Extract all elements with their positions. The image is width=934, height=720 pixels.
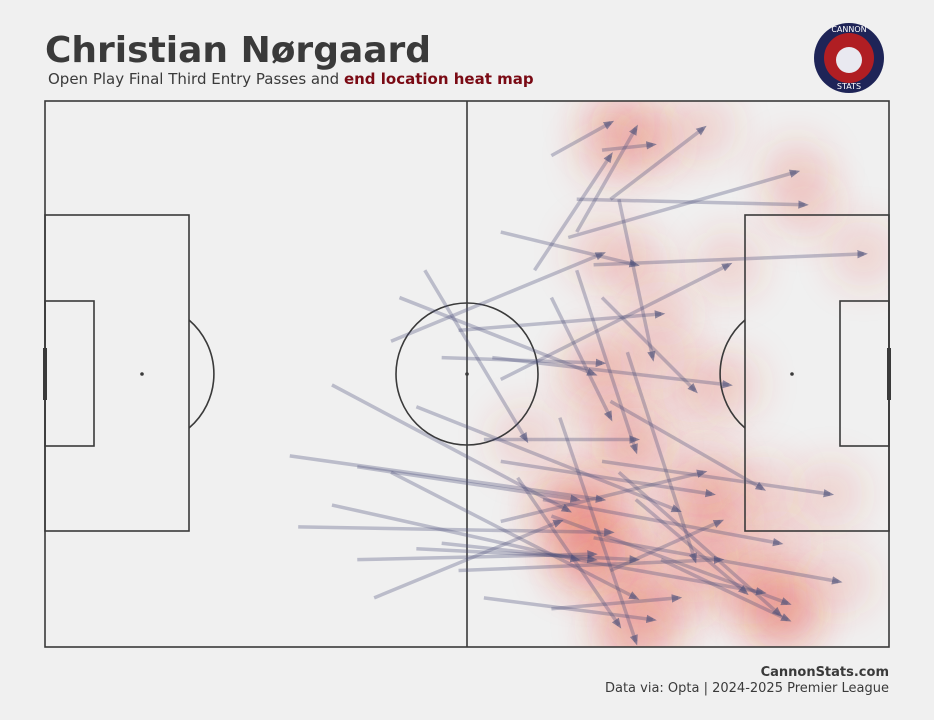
pass-arrow (549, 296, 613, 422)
pass-arrow (499, 262, 733, 382)
pass-arrow (331, 503, 581, 563)
pass-arrow (542, 497, 784, 547)
pass-arrow (492, 355, 733, 389)
pass-arrow (516, 476, 622, 629)
pass-arrow (441, 355, 607, 368)
pass-arrow (415, 405, 682, 513)
footer-source: Data via: Opta | 2024-2025 Premier Leagu… (605, 681, 889, 696)
pass-arrow (601, 141, 657, 152)
pass-arrow (500, 469, 708, 524)
pass-arrow (500, 459, 716, 498)
pass-arrow (533, 152, 613, 272)
pass-arrow (576, 197, 809, 209)
passes (289, 120, 868, 646)
footer-site: CannonStats.com (761, 665, 889, 680)
pass-arrow (416, 546, 640, 564)
pass-arrow (593, 536, 843, 585)
pass-arrow (660, 558, 792, 622)
pass-arrow (609, 519, 725, 573)
pass-arrow (625, 351, 697, 564)
pass-arrow (617, 470, 783, 618)
pass-arrow (458, 310, 666, 333)
pass-arrow (600, 296, 698, 394)
chart-title: Christian Nørgaard (45, 30, 431, 71)
pitch (43, 100, 891, 648)
pass-arrow (601, 459, 835, 498)
logo-top: CANNON (831, 25, 866, 34)
pass-arrow (575, 124, 638, 233)
pass-arrow (609, 399, 767, 491)
pass-arrow (558, 417, 638, 646)
subtitle-text: Open Play Final Third Entry Passes and (48, 70, 339, 88)
pass-arrow (550, 120, 615, 158)
pass-arrow (567, 169, 801, 240)
pass-arrow (551, 594, 683, 611)
pass-arrow (593, 249, 868, 267)
pass-arrow (423, 269, 529, 444)
subtitle-highlight: end location heat map (344, 70, 534, 88)
pass-arrow (357, 465, 581, 503)
logo: CANNON STATS (814, 23, 884, 93)
pass-arrow (441, 541, 598, 564)
subtitle: Open Play Final Third Entry Passes and e… (48, 70, 534, 88)
pass-arrow (609, 125, 707, 201)
pass-arrow (483, 596, 657, 624)
pass-arrow (390, 252, 606, 343)
pass-arrow (398, 295, 598, 376)
pass-arrow (373, 519, 564, 600)
pass-arrow (298, 525, 615, 537)
pass-arrow (500, 230, 640, 268)
logo-bottom: STATS (837, 82, 861, 91)
pass-arrow (458, 555, 725, 573)
pass-arrow (390, 470, 640, 600)
pass-arrow (634, 498, 749, 596)
pass-arrow (575, 269, 638, 455)
pass-arrow (617, 198, 656, 362)
pass-arrow (331, 383, 572, 513)
pass-arrow (576, 557, 767, 596)
pass-arrow (357, 550, 598, 562)
pass-arrow (289, 454, 607, 503)
